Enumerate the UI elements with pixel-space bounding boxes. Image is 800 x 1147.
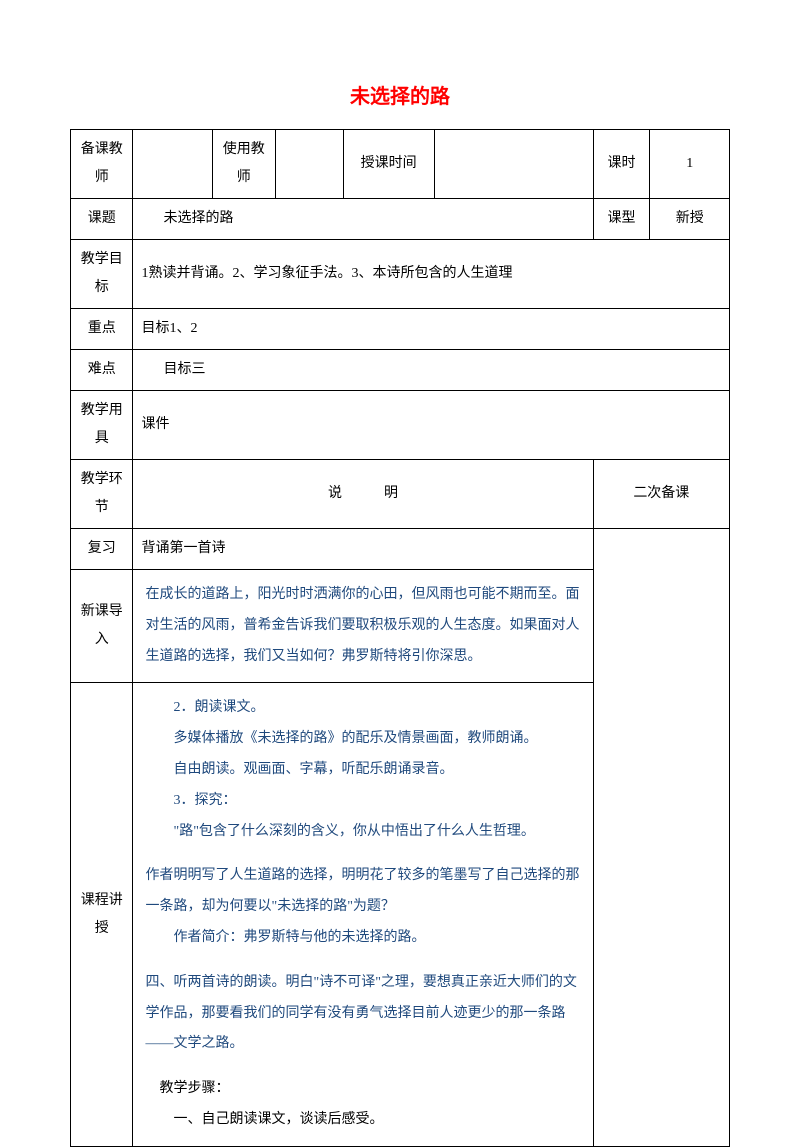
intro-label: 新课导入 <box>71 570 133 683</box>
review-label: 复习 <box>71 529 133 570</box>
teach-line-3: 自由朗读。观画面、字幕，听配乐朗诵录音。 <box>145 755 580 786</box>
tools-value: 课件 <box>133 391 730 460</box>
tools-row: 教学用具 课件 <box>71 391 730 460</box>
secondary-prep-cell <box>593 529 729 1147</box>
secondary-label: 二次备课 <box>593 460 729 529</box>
header-row: 备课教师 使用教师 授课时间 课时 1 <box>71 130 730 199</box>
teach-line-1: 2．朗读课文。 <box>145 693 580 724</box>
tools-label: 教学用具 <box>71 391 133 460</box>
teach-line-6: 作者明明写了人生道路的选择，明明花了较多的笔墨写了自己选择的那一条路，却为何要以… <box>145 861 580 923</box>
teach-time-label: 授课时间 <box>343 130 434 199</box>
phase-row: 教学环节 说 明 二次备课 <box>71 460 730 529</box>
difficulty-row: 难点 目标三 <box>71 350 730 391</box>
topic-label: 课题 <box>71 199 133 240</box>
review-value: 背诵第一首诗 <box>133 529 593 570</box>
teach-line-2: 多媒体播放《未选择的路》的配乐及情景画面，教师朗诵。 <box>145 724 580 755</box>
goal-value: 1熟读并背诵。2、学习象征手法。3、本诗所包含的人生道理 <box>133 240 730 309</box>
teach-label: 课程讲授 <box>71 683 133 1146</box>
difficulty-label: 难点 <box>71 350 133 391</box>
topic-value: 未选择的路 <box>133 199 593 240</box>
use-teacher-label: 使用教师 <box>213 130 275 199</box>
period-value: 1 <box>650 130 730 199</box>
teach-time-value <box>434 130 593 199</box>
phase-label: 教学环节 <box>71 460 133 529</box>
goal-row: 教学目标 1熟读并背诵。2、学习象征手法。3、本诗所包含的人生道理 <box>71 240 730 309</box>
prep-teacher-label: 备课教师 <box>71 130 133 199</box>
explain-label: 说 明 <box>133 460 593 529</box>
teach-line-5: "路"包含了什么深刻的含义，你从中悟出了什么人生哲理。 <box>145 817 580 848</box>
topic-row: 课题 未选择的路 课型 新授 <box>71 199 730 240</box>
teach-line-9: 教学步骤： <box>145 1074 580 1105</box>
goal-label: 教学目标 <box>71 240 133 309</box>
type-label: 课型 <box>593 199 650 240</box>
type-value: 新授 <box>650 199 730 240</box>
focus-row: 重点 目标1、2 <box>71 309 730 350</box>
focus-label: 重点 <box>71 309 133 350</box>
document-title: 未选择的路 <box>70 80 730 109</box>
teach-line-8: 四、听两首诗的朗读。明白"诗不可译"之理，要想真正亲近大师们的文学作品，那要看我… <box>145 968 580 1060</box>
prep-teacher-value <box>133 130 213 199</box>
use-teacher-value <box>275 130 343 199</box>
teach-line-10: 一、自己朗读课文，谈读后感受。 <box>145 1105 580 1136</box>
teach-content: 2．朗读课文。 多媒体播放《未选择的路》的配乐及情景画面，教师朗诵。 自由朗读。… <box>133 683 593 1146</box>
difficulty-value: 目标三 <box>133 350 730 391</box>
lesson-plan-table: 备课教师 使用教师 授课时间 课时 1 课题 未选择的路 课型 新授 教学目标 … <box>70 129 730 1147</box>
teach-line-4: 3．探究： <box>145 786 580 817</box>
teach-line-7: 作者简介：弗罗斯特与他的未选择的路。 <box>145 923 580 954</box>
focus-value: 目标1、2 <box>133 309 730 350</box>
period-label: 课时 <box>593 130 650 199</box>
review-row: 复习 背诵第一首诗 <box>71 529 730 570</box>
intro-value: 在成长的道路上，阳光时时洒满你的心田，但风雨也可能不期而至。面对生活的风雨，普希… <box>133 570 593 683</box>
